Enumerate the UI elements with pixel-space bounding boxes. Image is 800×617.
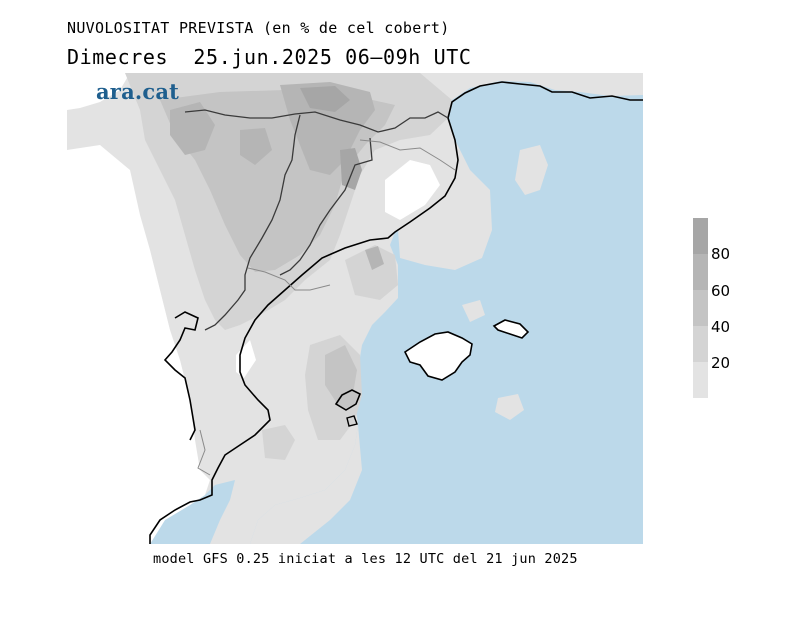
forecast-date: Dimecres 25.jun.2025 06–09h UTC <box>67 45 472 69</box>
legend-label-60: 60 <box>711 282 731 300</box>
cloud-80-level <box>280 82 375 175</box>
sea-cloud-patch <box>250 425 362 544</box>
ara-cat-logo: ara.cat <box>96 79 180 104</box>
cloud-60-level <box>325 345 357 405</box>
region-border <box>247 267 331 291</box>
cloud-80-level <box>170 102 215 155</box>
sea-cloud-patch <box>515 145 548 195</box>
sea-cloud-patch <box>495 394 524 420</box>
legend-label-20: 20 <box>711 354 731 372</box>
legend-scale <box>693 218 708 398</box>
border-line <box>279 137 373 276</box>
island-menorca <box>492 319 530 339</box>
sea-area <box>250 81 643 544</box>
island-ibiza <box>334 389 362 411</box>
region-border <box>359 139 456 171</box>
map-title: NUVOLOSITAT PREVISTA (en % de cel cobert… <box>67 19 450 37</box>
legend-label-40: 40 <box>711 318 731 336</box>
island-formentera <box>346 415 358 427</box>
sea-cloud-patch <box>398 140 492 270</box>
cloud-80-level <box>240 128 272 165</box>
legend-label-80: 80 <box>711 245 731 263</box>
cloud-80-level <box>365 246 384 270</box>
legend-swatch <box>693 254 708 290</box>
island-mallorca <box>403 331 473 381</box>
sea-cloud-patch <box>462 300 485 322</box>
border-line <box>204 114 301 331</box>
cloud-40-level <box>345 245 398 300</box>
region-border <box>197 429 211 476</box>
clear-area <box>236 340 256 378</box>
cloud-40-level <box>262 425 295 460</box>
clear-area <box>67 145 210 544</box>
sea-area <box>150 480 235 544</box>
cloud-90-level <box>300 86 350 112</box>
legend-swatch <box>693 290 708 326</box>
coastline <box>149 81 643 544</box>
legend-swatch <box>693 326 708 362</box>
model-info: model GFS 0.25 iniciat a les 12 UTC del … <box>153 551 578 567</box>
clear-area <box>385 160 440 220</box>
legend-swatch <box>693 362 708 398</box>
clear-area <box>67 73 130 110</box>
border-line <box>184 109 449 133</box>
coastline <box>163 311 199 441</box>
cloud-90-level <box>340 148 362 190</box>
legend-swatch <box>693 218 708 254</box>
